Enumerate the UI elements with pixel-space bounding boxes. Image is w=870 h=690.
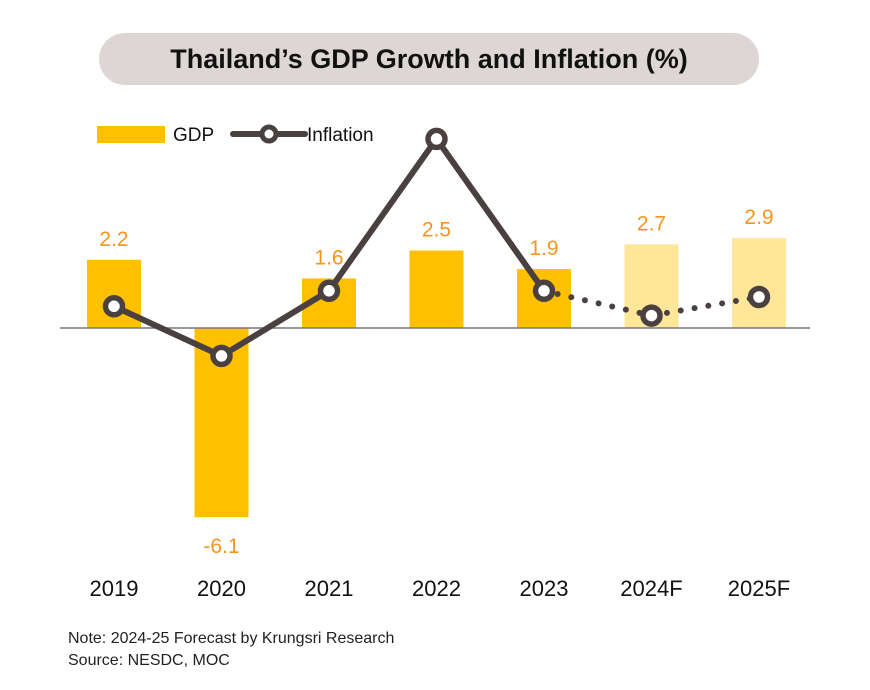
source-text: Source: NESDC, MOC: [68, 652, 230, 669]
gdp-value-label: 2.2: [99, 228, 128, 251]
chart-title-pill: Thailand’s GDP Growth and Inflation (%): [99, 33, 759, 85]
gdp-value-label: 2.7: [637, 212, 666, 235]
legend-inflation-marker: [259, 124, 279, 144]
inflation-marker: [747, 285, 771, 309]
gdp-value-label: 2.5: [422, 219, 451, 242]
legend: GDP Inflation: [97, 124, 374, 146]
legend-gdp-label: GDP: [173, 125, 214, 146]
inflation-marker: [640, 304, 663, 327]
chart-title: Thailand’s GDP Growth and Inflation (%): [170, 43, 688, 74]
inflation-marker: [210, 344, 233, 368]
gdp-bar: [732, 238, 786, 328]
gdp-value-label: -6.1: [203, 535, 239, 558]
gdp-value-label: 2.9: [744, 206, 773, 229]
x-tick-label: 2022: [412, 576, 461, 601]
inflation-marker: [425, 127, 448, 151]
x-tick-label: 2020: [197, 576, 246, 601]
x-tick-label: 2025F: [728, 576, 790, 601]
gdp-value-label: 1.6: [314, 246, 343, 269]
gdp-value-label: 1.9: [529, 237, 558, 260]
legend-gdp-swatch: [97, 126, 165, 143]
inflation-marker: [532, 279, 556, 303]
x-tick-label: 2021: [305, 576, 354, 601]
legend-inflation-label: Inflation: [307, 125, 374, 146]
x-tick-label: 2019: [90, 576, 139, 601]
gdp-bar: [409, 250, 464, 328]
x-tick-label: 2023: [520, 576, 569, 601]
inflation-marker: [102, 295, 126, 318]
note-text: Note: 2024-25 Forecast by Krungsri Resea…: [68, 630, 395, 647]
inflation-marker: [317, 279, 341, 303]
x-tick-label: 2024F: [620, 576, 682, 601]
